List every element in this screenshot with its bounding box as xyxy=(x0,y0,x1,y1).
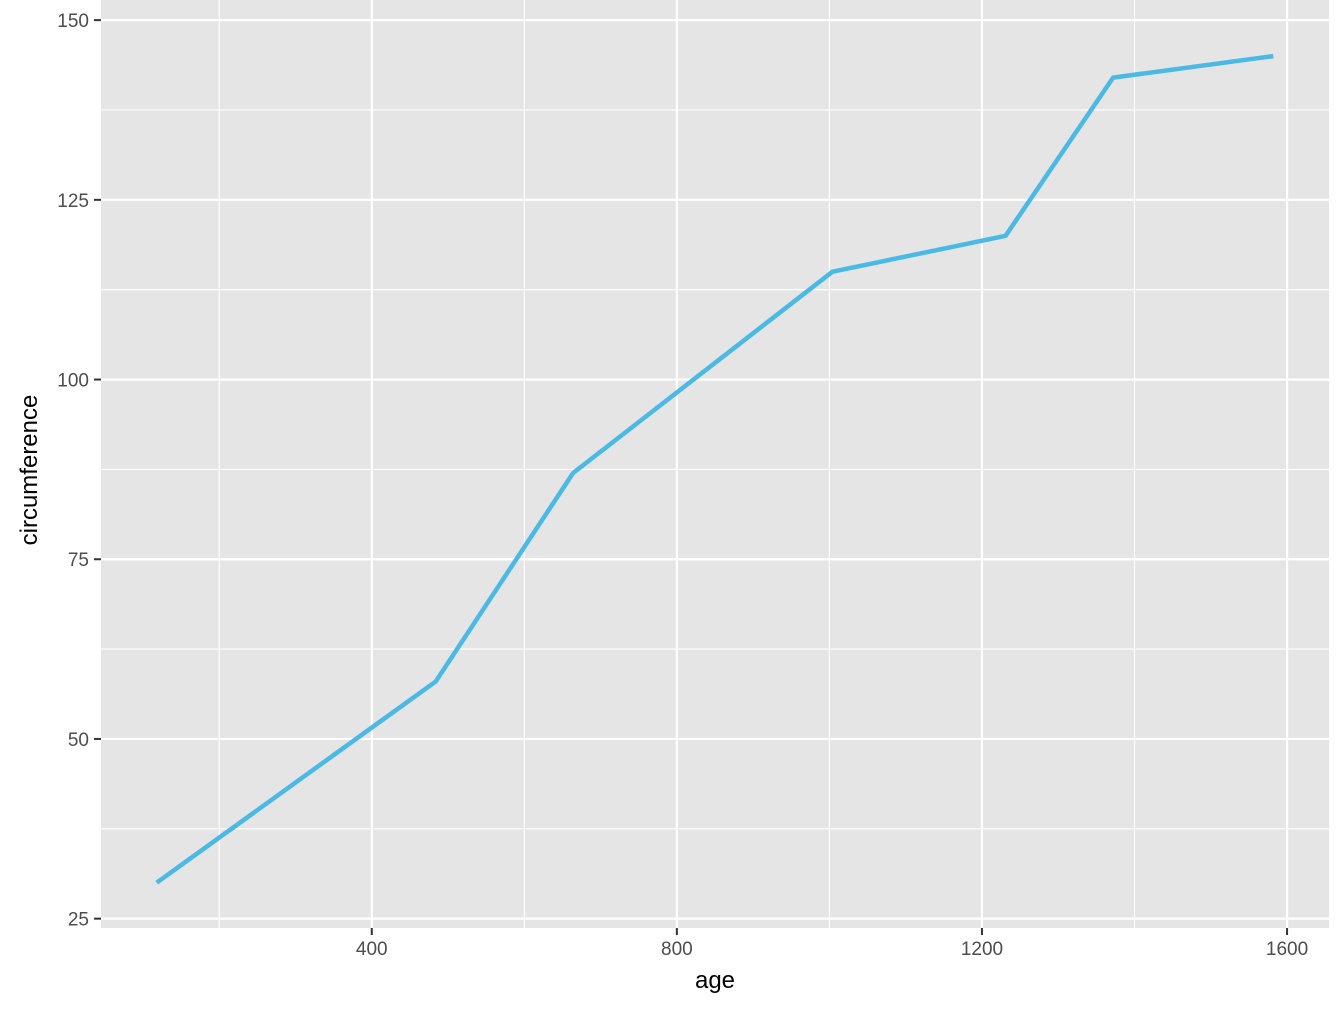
y-tick-label: 100 xyxy=(57,371,89,392)
y-axis-label: circumference xyxy=(16,395,43,546)
y-tick-label: 75 xyxy=(68,550,89,571)
y-tick-label: 125 xyxy=(57,191,89,212)
x-axis-label: age xyxy=(695,967,735,994)
y-tick-label: 25 xyxy=(68,910,89,931)
series-line xyxy=(155,53,1274,885)
x-tick-label: 400 xyxy=(356,939,388,960)
y-tick-label: 150 xyxy=(57,11,89,32)
x-tick-label: 1600 xyxy=(1266,939,1308,960)
x-tick-label: 800 xyxy=(661,939,693,960)
x-tick-label: 1200 xyxy=(961,939,1003,960)
y-tick-label: 50 xyxy=(68,730,89,751)
